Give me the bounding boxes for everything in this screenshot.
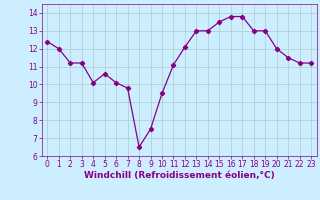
X-axis label: Windchill (Refroidissement éolien,°C): Windchill (Refroidissement éolien,°C)	[84, 171, 275, 180]
